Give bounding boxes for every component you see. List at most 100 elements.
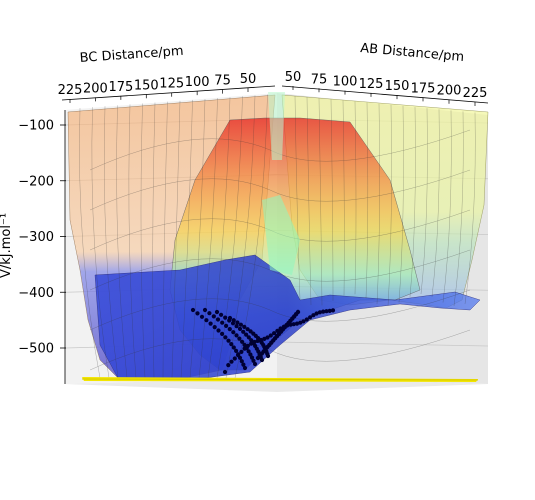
trajectory-point: [237, 326, 243, 331]
surface-meshline-ab: [387, 104, 392, 306]
trajectory-point: [241, 362, 246, 367]
trajectory-point: [314, 311, 319, 316]
trajectory-point: [242, 342, 247, 347]
trajectory-point: [229, 359, 234, 364]
surface-meshline-ab: [453, 111, 464, 306]
surface-meshline-ab: [318, 98, 323, 306]
trajectory-point: [227, 315, 233, 321]
surface-meshline-contour: [89, 169, 471, 211]
trajectory-point: [245, 327, 250, 332]
trajectory-point: [259, 357, 265, 363]
surface-meshline-contour: [89, 249, 471, 291]
surface-meshline-bc: [216, 96, 243, 379]
bc-axis-line: [61, 85, 276, 101]
surface-meshline-bc: [189, 98, 206, 379]
surface-meshline-ab: [376, 103, 380, 304]
trajectory-point: [231, 345, 236, 350]
trajectory-point: [220, 331, 225, 336]
bc-tick-label: 50: [240, 72, 257, 87]
trajectory-point: [265, 353, 271, 359]
trajectory-point: [239, 359, 244, 364]
bc-tick-label: 175: [108, 80, 133, 95]
trajectory-point: [211, 314, 216, 319]
trajectory-point: [239, 349, 244, 354]
surface-meshline-ab: [464, 112, 476, 304]
ab-axis-line: [281, 85, 489, 104]
surface-meshline-bc: [104, 106, 119, 379]
surface-meshline-bc: [198, 98, 218, 379]
ab-tick-label: 225: [463, 86, 488, 101]
surface-meshline-bc: [140, 103, 146, 379]
trajectory-point: [223, 315, 228, 320]
trajectory-point: [234, 348, 239, 353]
ab-tick-label: 125: [359, 77, 384, 92]
trajectory-point: [324, 309, 329, 314]
bc-axis: 225 200 175 150 125 100 75 50: [58, 72, 276, 103]
trajectory-point: [232, 356, 237, 361]
trajectory-point: [236, 353, 241, 358]
surface-meshline-bc: [128, 104, 137, 379]
trajectory-point: [262, 336, 267, 341]
surface-entrance-channel: [268, 92, 285, 160]
trajectory-point: [199, 314, 205, 319]
ab-tick-label: 175: [411, 81, 436, 96]
surface-meshline-bc: [152, 102, 156, 379]
trajectory-point: [208, 321, 213, 326]
bc-tick-label: 150: [134, 78, 159, 93]
surface-meshline-ab: [409, 106, 416, 297]
trajectory-point: [234, 333, 239, 338]
trajectory-point: [327, 308, 332, 313]
surface-meshline-ab: [398, 105, 404, 303]
surface-meshline-bc: [171, 100, 181, 379]
surface-meshline-contour: [89, 329, 471, 371]
trajectory-point: [245, 343, 250, 348]
bc-tick-label: 225: [58, 83, 83, 98]
trajectory-point: [291, 322, 296, 327]
trajectory-point: [249, 355, 255, 360]
trajectory-point: [311, 313, 316, 318]
trajectory-point: [238, 322, 243, 327]
ab-tick-label: 75: [311, 72, 328, 87]
trajectory-point: [249, 341, 254, 346]
ab-axis: 50 75 100 125 150 175 200 225: [281, 70, 489, 106]
trajectory-point: [195, 311, 200, 316]
surface-meshline-bc: [79, 107, 101, 379]
surface-meshline-contour: [89, 289, 471, 331]
trajectory-point: [219, 312, 224, 317]
ab-tick-label: 100: [333, 75, 358, 90]
trajectory-point: [240, 339, 245, 344]
trajectory-point: [295, 309, 301, 315]
z-tick-label: −200: [18, 174, 54, 189]
ab-tick-label: 200: [437, 84, 462, 99]
bc-tick-label: 75: [214, 74, 231, 89]
bc-tick-label: 100: [185, 75, 210, 90]
contour-floor-line: [81, 378, 479, 381]
surface-meshline-contour: [89, 129, 471, 171]
trajectory-point: [204, 318, 209, 323]
bc-tick-label: 125: [159, 77, 184, 92]
surface-meshline-bc: [207, 97, 231, 379]
trajectory-point: [255, 338, 260, 343]
trajectory-point: [258, 337, 264, 343]
trajectory-point: [235, 320, 240, 325]
trajectory-point: [251, 358, 256, 363]
z-tick-label: −500: [18, 342, 54, 357]
z-tick-label: −300: [18, 230, 54, 245]
trajectory-point: [237, 336, 242, 341]
trajectory-point: [214, 309, 220, 315]
trajectory-point: [304, 317, 309, 322]
surface-meshline-ab: [365, 102, 368, 299]
surface-meshline-bc: [91, 107, 110, 379]
surface-saddle-highlight: [262, 195, 300, 275]
trajectory-point: [252, 361, 258, 367]
trajectory-point: [268, 333, 273, 338]
trajectory-point: [249, 338, 254, 343]
surface-meshline-ab: [342, 100, 345, 296]
contour-floor: [81, 377, 479, 382]
trajectory-point: [246, 349, 251, 354]
trajectory-point: [317, 310, 322, 315]
trajectory-point: [229, 342, 234, 347]
surface-meshline-ab: [354, 101, 357, 295]
trajectory-point: [242, 324, 247, 329]
surface-meshline-bc: [234, 94, 268, 379]
